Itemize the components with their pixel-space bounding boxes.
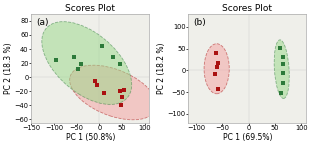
X-axis label: PC 1 (50.8%): PC 1 (50.8%) <box>66 133 115 142</box>
Y-axis label: PC 2 (18.3 %): PC 2 (18.3 %) <box>4 42 13 94</box>
Ellipse shape <box>70 65 157 120</box>
Ellipse shape <box>274 40 289 99</box>
Ellipse shape <box>204 44 229 94</box>
Text: (b): (b) <box>193 18 206 27</box>
Y-axis label: PC 2 (18.2 %): PC 2 (18.2 %) <box>157 42 166 94</box>
Title: Scores Plot: Scores Plot <box>222 4 272 13</box>
Title: Scores Plot: Scores Plot <box>66 4 115 13</box>
Text: (a): (a) <box>36 18 49 27</box>
X-axis label: PC 1 (69.5%): PC 1 (69.5%) <box>223 133 272 142</box>
Ellipse shape <box>42 22 132 105</box>
